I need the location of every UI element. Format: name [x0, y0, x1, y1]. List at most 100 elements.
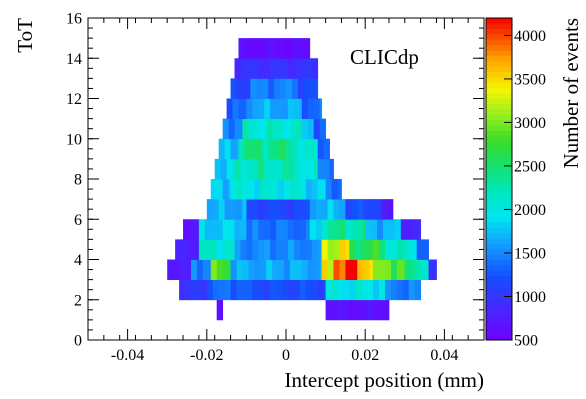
- heatmap-cell: [258, 58, 265, 79]
- heatmap-cell: [408, 239, 416, 260]
- heatmap-cell: [333, 239, 340, 260]
- heatmap-cell: [264, 199, 271, 220]
- y-tick-label: 4: [74, 252, 82, 269]
- heatmap-cell: [254, 259, 261, 281]
- colorbar-segment: [486, 136, 512, 142]
- heatmap-cell: [418, 219, 422, 240]
- colorbar-segment: [486, 146, 512, 153]
- heatmap-cell: [333, 199, 340, 220]
- colorbar-segment: [486, 211, 512, 217]
- heatmap-cell: [258, 98, 265, 120]
- heatmap-cell: [268, 78, 275, 99]
- heatmap-cell: [396, 239, 404, 260]
- heatmap-cell: [293, 279, 301, 301]
- heatmap-cell: [242, 199, 247, 220]
- heatmap-cell: [377, 219, 384, 240]
- colorbar-segment: [486, 238, 512, 244]
- heatmap-cell: [351, 219, 358, 240]
- heatmap-cell: [270, 219, 277, 240]
- heatmap-cell: [363, 219, 366, 240]
- colorbar-segment: [486, 334, 512, 341]
- heatmap-cell: [408, 279, 416, 301]
- x-tick-label: -0.04: [111, 347, 144, 364]
- heatmap-cell: [230, 78, 237, 99]
- colorbar-segment: [486, 114, 512, 121]
- heatmap-cell: [299, 58, 307, 79]
- heatmap-cell: [256, 78, 263, 99]
- heatmap-cell: [373, 239, 380, 260]
- colorbar-segment: [486, 23, 512, 30]
- heatmap-cell: [287, 98, 295, 120]
- heatmap-cell: [287, 239, 295, 260]
- colorbar-segment: [486, 44, 512, 51]
- heatmap-cell: [282, 58, 289, 79]
- heatmap-cell: [361, 279, 368, 301]
- axes: -0.04 -0.02 0 0.02 0.04 0 2 4 6 8 10 12 14 16: [66, 11, 485, 364]
- heatmap-cell: [264, 58, 271, 79]
- heatmap-cell: [367, 279, 374, 301]
- heatmap-cell: [323, 138, 330, 160]
- heatmap-cell: [262, 78, 269, 99]
- heatmap-cell: [317, 239, 323, 260]
- heatmap-cell: [236, 199, 243, 220]
- colorbar-tick-label: 2000: [514, 202, 546, 219]
- colorbar-segment: [486, 200, 512, 207]
- heatmap-cell: [355, 279, 362, 301]
- heatmap-cell: [212, 199, 220, 220]
- heatmap-cell: [198, 239, 206, 260]
- heatmap-cell: [260, 118, 267, 140]
- heatmap-cell: [250, 138, 257, 160]
- colorbar-segment: [486, 162, 512, 169]
- colorbar-segment: [486, 152, 512, 158]
- heatmap-cell: [317, 138, 325, 160]
- heatmap-cell: [345, 259, 352, 281]
- heatmap-cell: [305, 179, 313, 200]
- colorbar-segment: [486, 205, 512, 212]
- heatmap-cell: [357, 219, 364, 240]
- heatmap-cell: [373, 279, 380, 301]
- colorbar-segment: [486, 18, 512, 24]
- heatmap-cell: [258, 158, 265, 180]
- heatmap-cell: [293, 158, 301, 180]
- heatmap-cell: [280, 78, 287, 99]
- heatmap-cell: [175, 239, 182, 260]
- heatmap-cell: [383, 219, 390, 240]
- colorbar-segment: [486, 275, 512, 282]
- colorbar-segment: [486, 168, 512, 174]
- heatmap-cell: [216, 239, 224, 260]
- heatmap-cell: [297, 38, 305, 59]
- y-tick-label: 8: [74, 172, 82, 189]
- heatmap-cell: [234, 58, 241, 79]
- heatmap-cell: [309, 138, 317, 160]
- heatmap-cell: [280, 38, 287, 59]
- heatmap-cell: [202, 279, 208, 301]
- heatmap-cell: [282, 158, 289, 180]
- heatmap-cell: [428, 259, 435, 281]
- colorbar-tick-label: 3000: [514, 115, 546, 132]
- heatmap-cell: [228, 179, 231, 200]
- heatmap-cell: [289, 118, 297, 140]
- heatmap-cell: [327, 239, 334, 260]
- heatmap-cell: [276, 199, 283, 220]
- heatmap-cell: [390, 239, 398, 260]
- colorbar-segment: [486, 248, 512, 255]
- heatmap-cell: [274, 138, 281, 160]
- heatmap-cell: [218, 138, 226, 160]
- heatmap-cell: [299, 279, 307, 301]
- heatmap-cell: [206, 279, 214, 301]
- heatmap-cell: [369, 259, 374, 281]
- heatmap-cell: [264, 239, 271, 260]
- heatmap-cell: [282, 219, 289, 240]
- heatmap-cell: [385, 259, 392, 281]
- colorbar-segment: [486, 141, 512, 148]
- heatmap-cell: [287, 199, 295, 220]
- heatmap-cell: [266, 259, 273, 281]
- colorbar-segment: [486, 227, 512, 233]
- heatmap-cell: [299, 219, 307, 240]
- heatmap-cell: [373, 259, 380, 281]
- heatmap-cell: [244, 38, 251, 59]
- heatmap-cell: [301, 98, 309, 120]
- heatmap-cell: [210, 219, 218, 240]
- heatmap-cell: [293, 239, 301, 260]
